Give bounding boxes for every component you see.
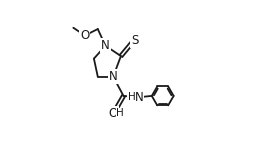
Text: N: N [135,91,143,104]
Text: N: N [101,39,110,52]
Text: O: O [80,29,90,42]
Text: H: H [116,108,124,118]
Text: H: H [128,92,136,102]
Text: S: S [131,34,139,47]
Text: N: N [109,70,118,83]
Text: O: O [109,107,118,120]
